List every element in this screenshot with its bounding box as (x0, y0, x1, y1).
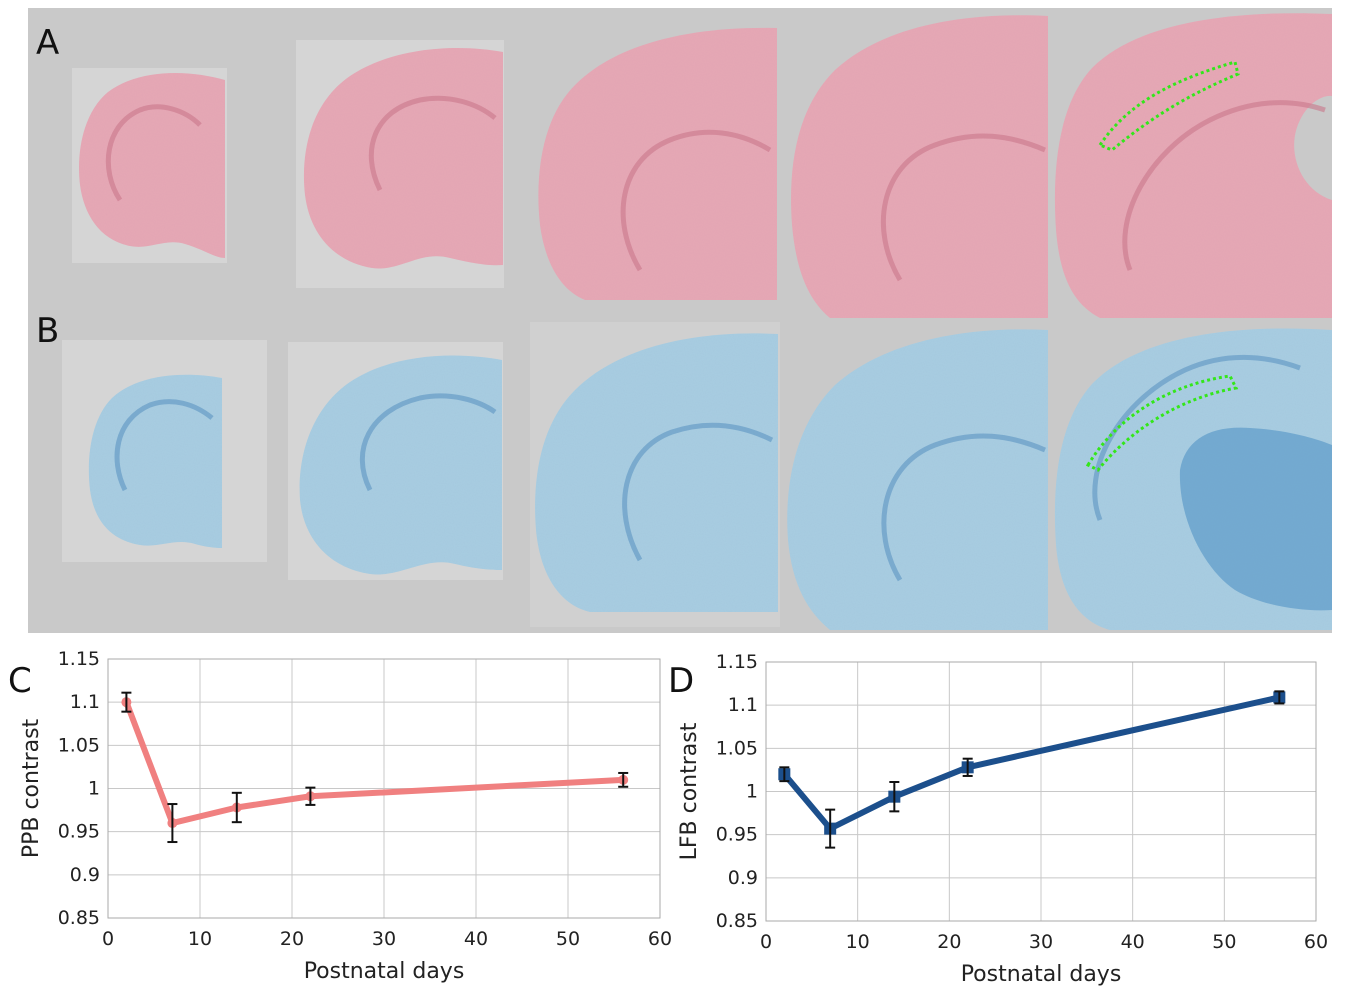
chart-c-y-tick-label-6: 1.15 (58, 648, 100, 670)
chart-d-x-tick-label-6: 60 (1304, 931, 1328, 953)
chart-c-y-tick-label-0: 0.85 (58, 907, 100, 929)
section-b3 (535, 333, 778, 612)
chart-c-y-tick-label-3: 1 (88, 778, 100, 800)
chart-d-x-tick-label-3: 30 (1029, 931, 1053, 953)
chart-d-x-axis-label: Postnatal days (961, 962, 1122, 987)
section-b4 (787, 329, 1048, 630)
chart-d-x-tick-label-5: 50 (1212, 931, 1236, 953)
chart-c-y-tick-label-4: 1.05 (58, 734, 100, 756)
chart-d-y-tick-label-5: 1.1 (728, 694, 758, 716)
section-a2 (303, 47, 503, 269)
histology-panels: A B (28, 8, 1332, 633)
section-b1 (88, 374, 222, 548)
chart-c-x-axis-label: Postnatal days (304, 959, 465, 984)
panel-label-b: B (36, 311, 59, 351)
chart-d-y-tick-label-1: 0.9 (728, 867, 758, 889)
section-a4-hippocampus (880, 133, 1046, 282)
chart-d-x-tick-label-4: 40 (1121, 931, 1145, 953)
section-a5-roi-outline (1097, 60, 1240, 152)
chart-lfb-contrast: 0.85 0.9 0.95 1 1.05 1.1 1.15 0 10 20 30 40 50 60 Post… (677, 651, 1328, 987)
panel-label-d: D (668, 661, 694, 701)
section-b2-hippocampus (359, 393, 497, 492)
chart-d-y-tick-label-0: 0.85 (716, 910, 758, 932)
chart-c-plot-frame (107, 658, 661, 919)
chart-c-y-axis-label: PPB contrast (19, 718, 44, 858)
section-a1-hippocampus (105, 104, 202, 202)
chart-c-x-tick-label-6: 60 (648, 928, 672, 950)
chart-c-x-tick-label-5: 50 (556, 928, 580, 950)
chart-d-y-tick-label-3: 1 (746, 781, 758, 803)
section-a3 (538, 27, 777, 300)
chart-c-x-tick-label-3: 30 (372, 928, 396, 950)
ppb-stained-sections (72, 13, 1332, 319)
chart-c-x-tick-label-0: 0 (102, 928, 114, 950)
section-b5-roi-outline (1085, 374, 1239, 472)
chart-ppb-contrast: 0.85 0.9 0.95 1 1.05 1.1 1.15 0 10 20 30 40 50 60 Post… (19, 648, 672, 984)
chart-c-y-tick-label-2: 0.95 (58, 821, 100, 843)
section-a3-hippocampus (620, 129, 772, 272)
chart-c-y-tick-label-1: 0.9 (70, 864, 100, 886)
chart-c-x-tick-label-1: 10 (188, 928, 212, 950)
section-b5-hippocampus (1092, 354, 1301, 521)
chart-d-y-tick-label-4: 1.05 (716, 737, 758, 759)
chart-d-y-tick-label-2: 0.95 (716, 824, 758, 846)
chart-d-y-axis-label: LFB contrast (677, 722, 702, 860)
section-b1-hippocampus (114, 399, 214, 492)
chart-d-x-tick-label-1: 10 (846, 931, 870, 953)
section-b2 (299, 355, 502, 575)
lfb-stained-sections (62, 322, 1332, 630)
chart-c-x-tick-label-2: 20 (280, 928, 304, 950)
chart-d-series-line-0 (781, 694, 1283, 832)
chart-d-x-tick-label-0: 0 (760, 931, 772, 953)
section-a5-hippocampus (1122, 100, 1326, 271)
chart-d-y-tick-label-6: 1.15 (716, 651, 758, 673)
section-a4 (791, 15, 1048, 319)
panel-label-c: C (8, 661, 32, 701)
section-b4-hippocampus (881, 433, 1046, 582)
chart-c-y-tick-label-5: 1.1 (70, 691, 100, 713)
section-a1 (79, 72, 225, 259)
section-a2-hippocampus (368, 95, 497, 192)
chart-c-series-line-0 (123, 699, 627, 827)
chart-d-plot-frame (765, 661, 1317, 922)
chart-c-x-tick-label-4: 40 (464, 928, 488, 950)
section-b5-cerebellum (1179, 427, 1332, 611)
section-b3-hippocampus (622, 422, 774, 562)
panel-label-a: A (36, 23, 59, 63)
chart-d-x-tick-label-2: 20 (937, 931, 961, 953)
